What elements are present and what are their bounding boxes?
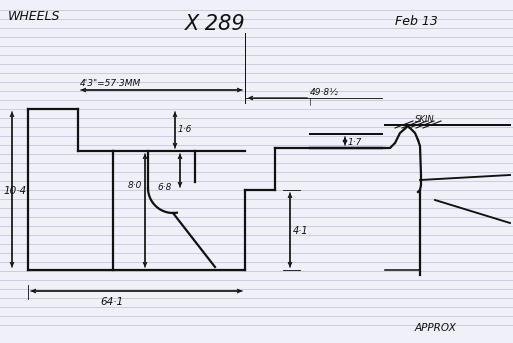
Text: 1·7: 1·7 <box>348 138 362 147</box>
Text: WHEELS: WHEELS <box>8 10 61 23</box>
Text: 8·0: 8·0 <box>128 181 143 190</box>
Text: SKIN: SKIN <box>415 115 435 124</box>
Text: 10·4: 10·4 <box>3 186 26 196</box>
Text: 64·1: 64·1 <box>100 297 123 307</box>
Text: X 289: X 289 <box>185 14 246 34</box>
Text: 4'3"=57·3MM: 4'3"=57·3MM <box>80 79 141 88</box>
Text: Feb 13: Feb 13 <box>395 15 438 28</box>
Text: APPROX: APPROX <box>415 323 457 333</box>
Text: 6·8: 6·8 <box>157 183 171 192</box>
Text: 1·6: 1·6 <box>178 125 192 134</box>
Text: 4·1: 4·1 <box>293 226 309 236</box>
Text: 49·8½: 49·8½ <box>310 88 339 97</box>
